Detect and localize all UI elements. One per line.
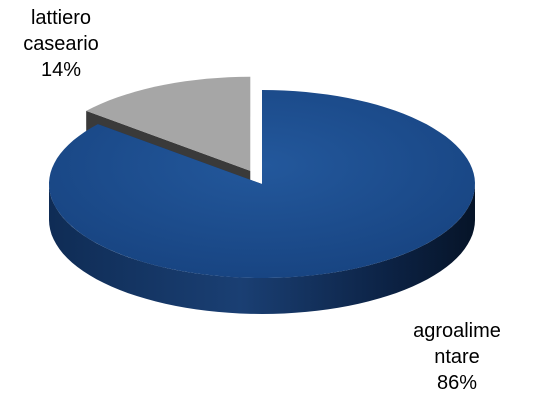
slice-label-line-2: caseario (23, 33, 99, 55)
slice-value-label: 86% (436, 372, 478, 394)
slice-top-agroalimentare (49, 90, 475, 278)
slice-label-agroalimentare: agroalime ntare 86% (392, 318, 522, 396)
slice-label-line-1: agroalime (413, 320, 501, 342)
slice-value-label: 14% (40, 59, 82, 81)
slice-label-line-1: lattiero (30, 7, 92, 29)
slice-top-lattiero-caseario (86, 76, 251, 171)
slice-label-line-2: ntare (434, 346, 480, 368)
slice-side-agroalimentare (49, 184, 475, 314)
slice-label-lattiero-caseario: lattiero caseario 14% (4, 5, 118, 83)
